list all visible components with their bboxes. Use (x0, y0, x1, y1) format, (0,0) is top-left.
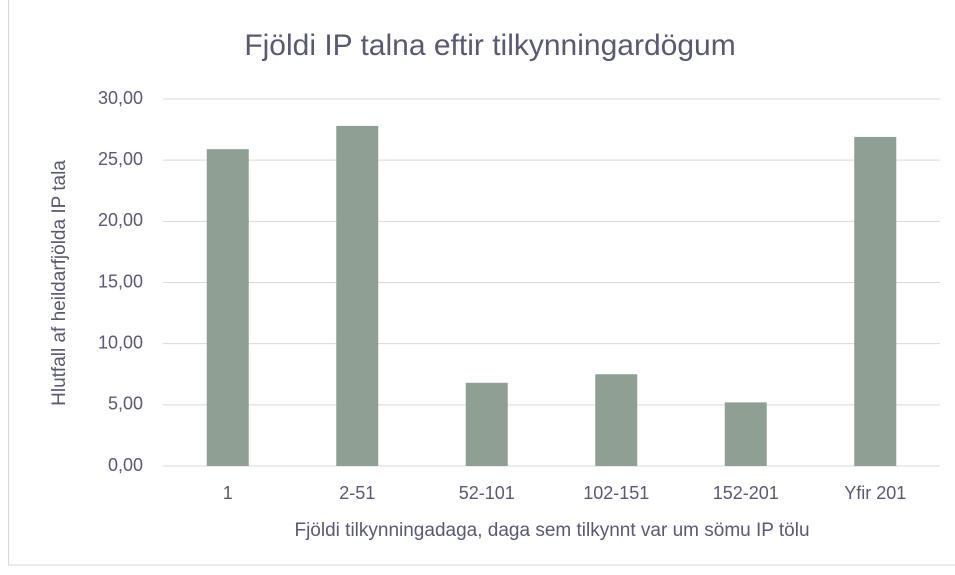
bar (854, 136, 897, 466)
x-tick-label: 2-51 (339, 483, 375, 503)
y-tick-label: 10,00 (98, 332, 143, 352)
y-axis-title: Hlutfall af heildarfjölda IP tala (49, 160, 70, 406)
x-tick-label: Yfir 201 (844, 483, 906, 503)
y-tick-label: 15,00 (98, 271, 143, 291)
bar (465, 382, 508, 466)
x-tick-label: 152-201 (713, 483, 779, 503)
y-tick-label: 0,00 (108, 455, 143, 475)
bar (724, 402, 767, 466)
x-axis-title: Fjöldi tilkynningadaga, daga sem tilkynn… (294, 520, 809, 541)
bar (206, 149, 249, 466)
y-tick-label: 5,00 (108, 394, 143, 414)
y-tick-label: 20,00 (98, 210, 143, 230)
y-tick-label: 25,00 (98, 149, 143, 169)
y-tick-label: 30,00 (98, 88, 143, 108)
x-tick-label: 1 (223, 483, 233, 503)
bar (336, 125, 379, 466)
chart-title: Fjöldi IP talna eftir tilkynningardögum (244, 29, 735, 62)
bar (595, 374, 638, 466)
chart-frame (8, 0, 955, 566)
x-tick-label: 52-101 (459, 483, 515, 503)
x-tick-label: 102-151 (583, 483, 649, 503)
